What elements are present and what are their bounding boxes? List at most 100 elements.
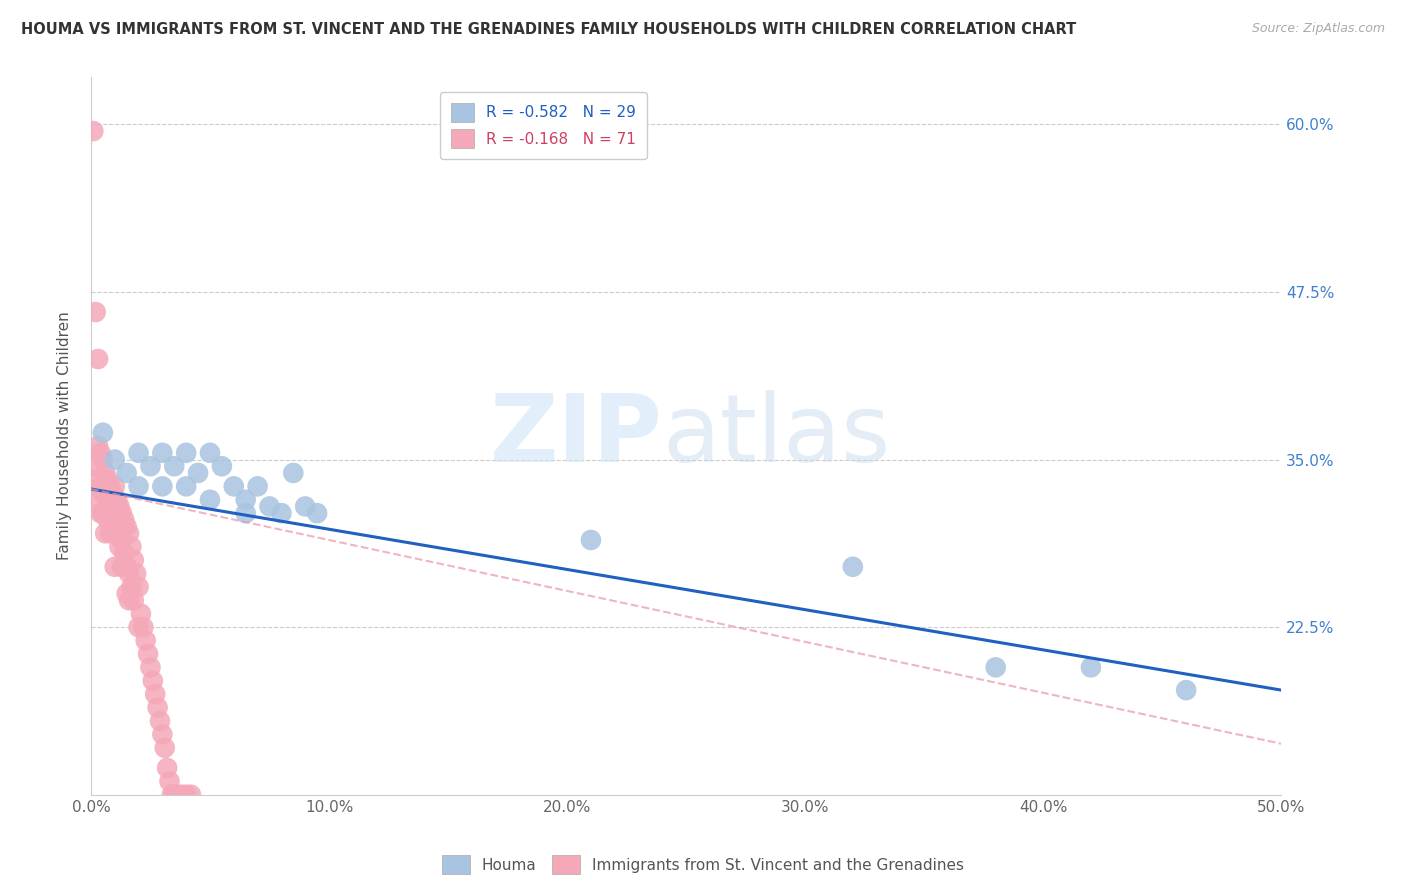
Legend: Houma, Immigrants from St. Vincent and the Grenadines: Houma, Immigrants from St. Vincent and t… [436, 849, 970, 880]
Point [156, 761, 179, 775]
Point [91, 506, 114, 520]
Point [139, 660, 162, 674]
Point [842, 559, 865, 574]
Point [150, 479, 173, 493]
Point [143, 687, 166, 701]
Point [170, 788, 193, 802]
Point [115, 466, 138, 480]
Point [270, 506, 292, 520]
Point [128, 479, 150, 493]
Point [163, 459, 186, 474]
Point [1080, 660, 1102, 674]
Point [111, 506, 134, 520]
Point [142, 673, 165, 688]
Point [112, 513, 135, 527]
Point [174, 788, 197, 802]
Point [159, 774, 181, 789]
Point [108, 500, 131, 514]
Point [104, 479, 127, 493]
Y-axis label: Family Households with Children: Family Households with Children [58, 311, 72, 560]
Point [91, 479, 114, 493]
Point [91, 486, 114, 500]
Point [118, 566, 141, 581]
Point [135, 633, 157, 648]
Point [128, 446, 150, 460]
Point [94, 526, 117, 541]
Point [984, 660, 1007, 674]
Point [97, 492, 120, 507]
Point [149, 714, 172, 728]
Point [139, 459, 162, 474]
Point [104, 452, 127, 467]
Point [97, 473, 120, 487]
Point [84, 305, 107, 319]
Point [101, 486, 124, 500]
Point [122, 593, 145, 607]
Point [87, 351, 110, 366]
Point [94, 486, 117, 500]
Point [98, 526, 121, 541]
Point [180, 788, 202, 802]
Point [174, 446, 197, 460]
Point [235, 492, 257, 507]
Point [87, 439, 110, 453]
Point [94, 506, 117, 520]
Point [222, 479, 245, 493]
Point [118, 593, 141, 607]
Point [259, 500, 281, 514]
Point [146, 700, 169, 714]
Point [97, 513, 120, 527]
Point [115, 519, 138, 533]
Point [166, 788, 188, 802]
Point [211, 459, 233, 474]
Point [120, 580, 142, 594]
Point [115, 586, 138, 600]
Point [246, 479, 269, 493]
Point [87, 492, 110, 507]
Point [136, 647, 159, 661]
Point [198, 446, 221, 460]
Point [163, 788, 186, 802]
Point [105, 526, 128, 541]
Point [120, 540, 142, 554]
Point [294, 500, 316, 514]
Point [101, 513, 124, 527]
Point [91, 452, 114, 467]
Point [89, 446, 111, 460]
Text: Source: ZipAtlas.com: Source: ZipAtlas.com [1251, 22, 1385, 36]
Point [579, 533, 602, 547]
Point [129, 607, 152, 621]
Point [115, 559, 138, 574]
Point [98, 479, 121, 493]
Point [160, 788, 183, 802]
Point [307, 506, 329, 520]
Point [174, 479, 197, 493]
Point [94, 466, 117, 480]
Point [91, 425, 114, 440]
Point [283, 466, 305, 480]
Point [82, 124, 104, 138]
Point [198, 492, 221, 507]
Point [84, 473, 107, 487]
Point [150, 446, 173, 460]
Point [187, 466, 209, 480]
Point [104, 500, 127, 514]
Point [150, 727, 173, 741]
Text: atlas: atlas [662, 390, 890, 482]
Point [1175, 683, 1198, 698]
Point [111, 533, 134, 547]
Text: ZIP: ZIP [489, 390, 662, 482]
Point [132, 620, 155, 634]
Text: HOUMA VS IMMIGRANTS FROM ST. VINCENT AND THE GRENADINES FAMILY HOUSEHOLDS WITH C: HOUMA VS IMMIGRANTS FROM ST. VINCENT AND… [21, 22, 1077, 37]
Point [105, 492, 128, 507]
Point [104, 519, 127, 533]
Point [98, 500, 121, 514]
Point [89, 479, 111, 493]
Point [89, 506, 111, 520]
Point [82, 459, 104, 474]
Legend: R = -0.582   N = 29, R = -0.168   N = 71: R = -0.582 N = 29, R = -0.168 N = 71 [440, 92, 647, 159]
Point [108, 540, 131, 554]
Point [125, 566, 148, 581]
Point [111, 559, 134, 574]
Point [118, 526, 141, 541]
